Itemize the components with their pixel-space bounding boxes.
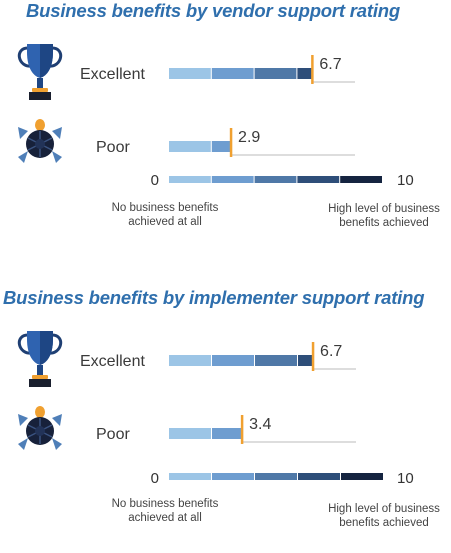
scale-segment bbox=[169, 473, 211, 480]
scale-segment bbox=[211, 176, 254, 183]
category-label: Excellent bbox=[80, 66, 145, 83]
scale-segment bbox=[169, 176, 211, 183]
value-label: 3.4 bbox=[249, 416, 271, 433]
turtle-icon bbox=[18, 406, 62, 450]
bar-segment bbox=[297, 68, 313, 79]
bar-segment bbox=[254, 68, 297, 79]
value-label: 2.9 bbox=[238, 129, 260, 146]
scale-min-label: 0 bbox=[151, 470, 159, 487]
scale-segment bbox=[297, 176, 340, 183]
bar-segment bbox=[169, 355, 211, 366]
scale-min-label: 0 bbox=[151, 172, 159, 189]
category-label: Poor bbox=[96, 426, 130, 443]
bar-segment bbox=[212, 355, 254, 366]
scale-low-note: No business benefits achieved at all bbox=[111, 498, 219, 524]
panel-title: Business benefits by vendor support rati… bbox=[26, 0, 400, 21]
scale-max-label: 10 bbox=[397, 470, 414, 487]
scale-high-note: High level of business benefits achieved bbox=[328, 203, 440, 229]
value-label: 6.7 bbox=[319, 56, 341, 73]
trophy-icon bbox=[17, 44, 63, 100]
scale-segment bbox=[341, 473, 383, 480]
bar-segment bbox=[211, 68, 254, 79]
value-label: 6.7 bbox=[320, 343, 342, 360]
bar-segment bbox=[169, 428, 211, 439]
bar-segment bbox=[211, 141, 232, 152]
bar-segment bbox=[255, 355, 297, 366]
scale-low-note: No business benefits achieved at all bbox=[111, 202, 219, 228]
bar-segment bbox=[169, 68, 211, 79]
category-label: Excellent bbox=[80, 353, 145, 370]
implementer-support-chart: Excellent 6.7 Poor 3.4 0 10 bbox=[17, 331, 414, 487]
trophy-icon bbox=[17, 331, 63, 387]
scale-segment bbox=[212, 473, 254, 480]
bar-segment bbox=[298, 355, 314, 366]
panel-title: Business benefits by implementer support… bbox=[3, 287, 425, 308]
scale-segment bbox=[255, 473, 297, 480]
vendor-support-chart: Excellent 6.7 Poor 2.9 0 10 bbox=[17, 44, 414, 189]
bar-segment bbox=[212, 428, 243, 439]
scale-segment bbox=[340, 176, 382, 183]
scale-segment bbox=[298, 473, 340, 480]
implementer-support-panel: Business benefits by implementer support… bbox=[0, 287, 451, 553]
scale-high-note: High level of business benefits achieved bbox=[328, 503, 440, 529]
scale-max-label: 10 bbox=[397, 172, 414, 189]
bar-segment bbox=[169, 141, 211, 152]
vendor-support-panel: Business benefits by vendor support rati… bbox=[0, 0, 451, 266]
turtle-icon bbox=[18, 119, 62, 163]
scale-segment bbox=[254, 176, 297, 183]
category-label: Poor bbox=[96, 139, 130, 156]
